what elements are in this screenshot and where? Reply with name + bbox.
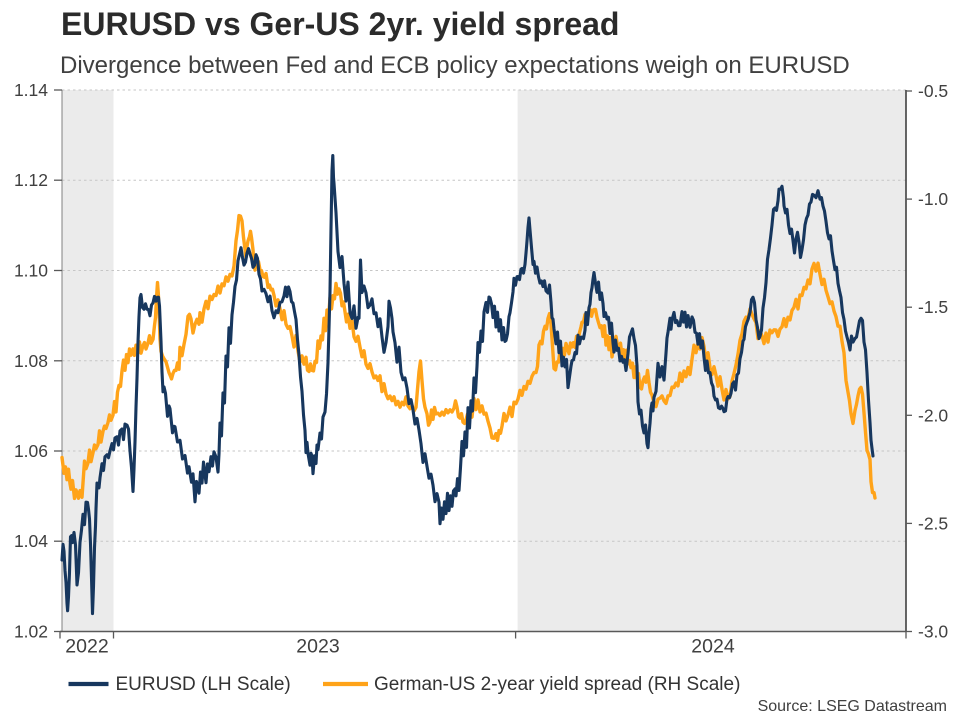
svg-text:1.10: 1.10 — [14, 261, 48, 281]
svg-text:1.12: 1.12 — [14, 170, 48, 190]
svg-text:-1.5: -1.5 — [918, 297, 948, 317]
svg-text:-3.0: -3.0 — [918, 622, 948, 642]
svg-text:2022: 2022 — [65, 636, 108, 658]
svg-text:-1.0: -1.0 — [918, 189, 948, 209]
svg-text:2024: 2024 — [691, 636, 735, 658]
svg-text:-0.5: -0.5 — [918, 81, 948, 101]
svg-text:-2.0: -2.0 — [918, 405, 948, 425]
svg-text:German-US 2-year yield spread: German-US 2-year yield spread (RH Scale) — [374, 674, 740, 695]
svg-text:Source: LSEG Datastream: Source: LSEG Datastream — [758, 698, 947, 715]
svg-text:1.06: 1.06 — [14, 441, 48, 461]
svg-text:1.14: 1.14 — [14, 80, 48, 100]
svg-text:1.04: 1.04 — [14, 531, 48, 551]
svg-text:EURUSD (LH Scale): EURUSD (LH Scale) — [116, 674, 291, 695]
svg-text:1.02: 1.02 — [14, 622, 48, 642]
svg-text:1.08: 1.08 — [14, 351, 48, 371]
svg-text:2023: 2023 — [296, 636, 339, 658]
svg-text:-2.5: -2.5 — [918, 513, 948, 533]
